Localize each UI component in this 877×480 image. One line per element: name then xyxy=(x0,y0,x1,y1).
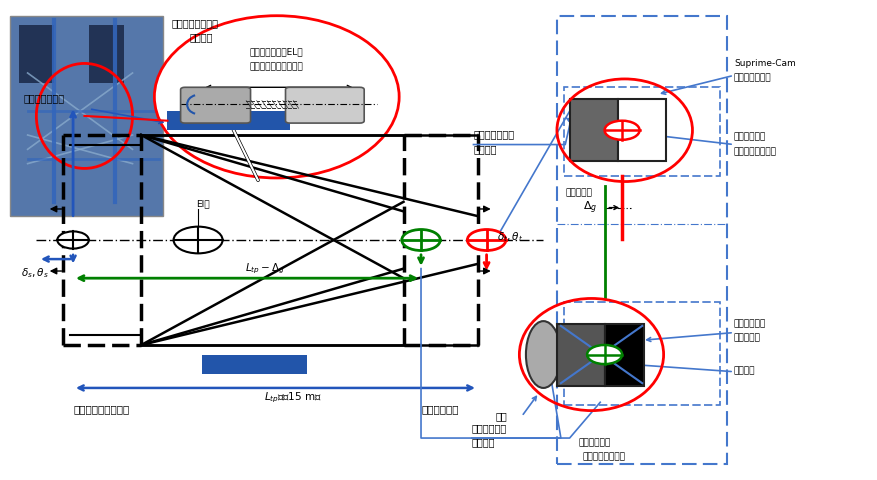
FancyBboxPatch shape xyxy=(286,87,364,123)
Bar xyxy=(564,302,720,405)
Circle shape xyxy=(587,345,622,364)
Circle shape xyxy=(174,227,223,253)
Text: 副鏡ユニット: 副鏡ユニット xyxy=(734,319,766,328)
Text: $\Delta_g$: $\Delta_g$ xyxy=(582,199,597,216)
Text: $\delta_t, \theta_t$: $\delta_t, \theta_t$ xyxy=(497,230,524,244)
Text: El軸: El軸 xyxy=(196,200,210,209)
Text: 錘を移動させてEL軸: 錘を移動させてEL軸 xyxy=(250,47,303,56)
Text: スパイダ: スパイダ xyxy=(734,367,755,376)
Ellipse shape xyxy=(154,16,399,178)
Text: 副鏡駆動機構: 副鏡駆動機構 xyxy=(578,438,610,447)
FancyBboxPatch shape xyxy=(181,87,251,123)
Text: 回りのバランスを取る: 回りのバランスを取る xyxy=(250,62,303,71)
Bar xyxy=(19,25,53,83)
Circle shape xyxy=(402,229,440,251)
Text: 駆動機構: 駆動機構 xyxy=(189,32,213,42)
Bar xyxy=(203,355,307,373)
Bar xyxy=(557,16,727,464)
Text: 重心位置差: 重心位置差 xyxy=(566,189,592,198)
Bar xyxy=(617,99,666,161)
Bar xyxy=(11,16,163,216)
Text: 副鏡ユニット: 副鏡ユニット xyxy=(472,423,507,433)
Text: （３種類）: （３種類） xyxy=(734,333,761,342)
Text: 副鏡: 副鏡 xyxy=(496,411,507,421)
Circle shape xyxy=(604,120,639,140)
Bar xyxy=(564,87,720,176)
Bar xyxy=(89,25,124,83)
Text: 重心位置: 重心位置 xyxy=(474,144,497,154)
Circle shape xyxy=(467,229,506,251)
Text: カウンタウエート: カウンタウエート xyxy=(172,18,219,28)
Text: 主鏡部重心位置: 主鏡部重心位置 xyxy=(24,94,64,104)
Text: Suprime-Cam: Suprime-Cam xyxy=(734,59,795,68)
Bar xyxy=(168,111,290,130)
Text: 主焦点ユニット: 主焦点ユニット xyxy=(474,130,515,139)
Text: （６本ジャッキ）: （６本ジャッキ） xyxy=(582,453,626,462)
Bar xyxy=(604,324,644,385)
Text: トップリング: トップリング xyxy=(422,404,460,414)
Text: 主焦点動機構: 主焦点動機構 xyxy=(734,133,766,142)
Text: 重心位置: 重心位置 xyxy=(472,437,496,447)
Text: $\delta_s, \theta_s$: $\delta_s, \theta_s$ xyxy=(21,266,48,279)
Circle shape xyxy=(57,231,89,249)
Bar xyxy=(557,324,604,385)
Text: $L_{tp}$（約15 m）: $L_{tp}$（約15 m） xyxy=(264,390,322,405)
Text: センターセクション: センターセクション xyxy=(74,404,130,414)
Text: $L_{tp} - \Delta_g$: $L_{tp} - \Delta_g$ xyxy=(245,262,284,276)
Bar xyxy=(570,99,617,161)
Text: 主焦点ユニット: 主焦点ユニット xyxy=(734,73,772,82)
Text: （６本ジャッキ）: （６本ジャッキ） xyxy=(734,147,777,156)
Ellipse shape xyxy=(526,321,561,388)
